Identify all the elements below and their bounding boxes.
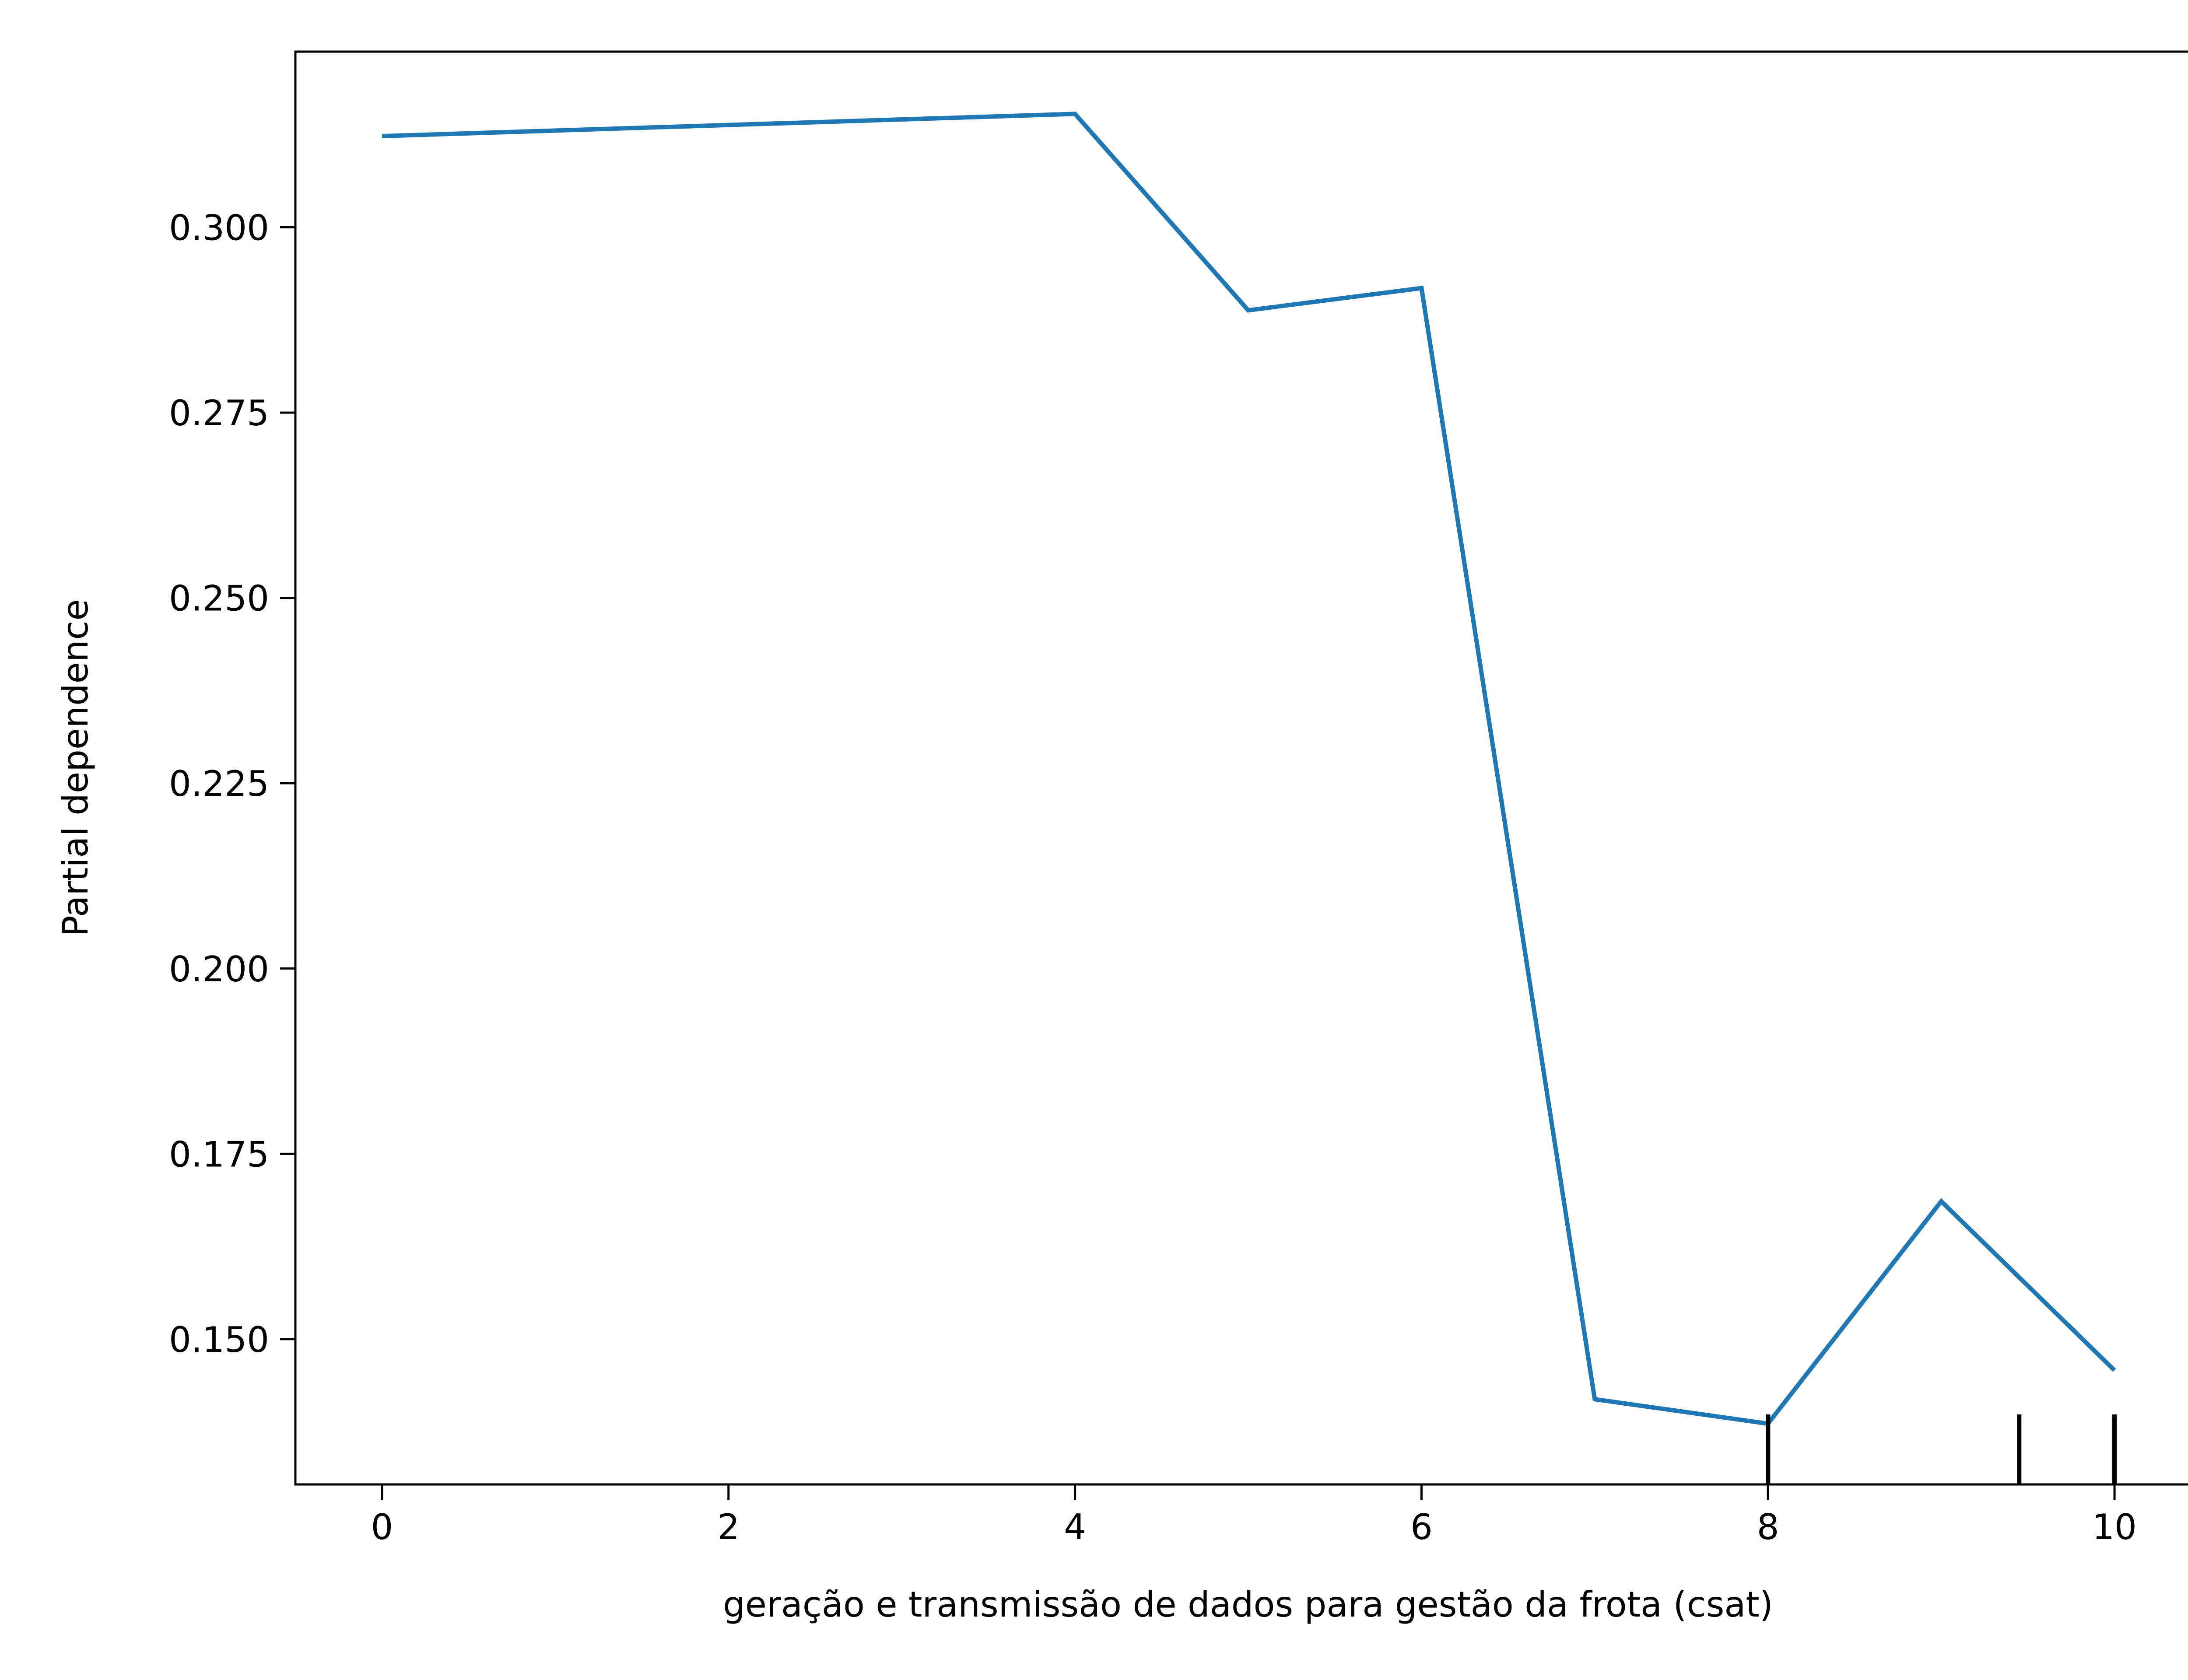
y-axis: 0.150 0.175 0.200 0.225 0.250 0.275 0.300 bbox=[169, 208, 295, 1360]
x-tick-label: 2 bbox=[717, 1507, 740, 1547]
plot-area bbox=[295, 52, 2188, 1484]
x-tick-label: 4 bbox=[1064, 1507, 1086, 1547]
y-tick-label: 0.300 bbox=[169, 208, 269, 248]
series-line bbox=[382, 112, 2116, 1426]
y-tick-label: 0.250 bbox=[169, 578, 269, 619]
y-tick-label: 0.150 bbox=[169, 1320, 269, 1360]
x-axis-label: geração e transmissão de dados para gest… bbox=[723, 1584, 1773, 1625]
y-axis-label: Partial dependence bbox=[55, 599, 96, 936]
x-tick-label: 0 bbox=[371, 1507, 393, 1547]
x-axis: 0 2 4 6 8 10 bbox=[371, 1484, 2137, 1547]
y-tick-label: 0.200 bbox=[169, 949, 269, 990]
decile-rug bbox=[1766, 1414, 2117, 1484]
x-tick-label: 10 bbox=[2092, 1507, 2137, 1547]
plot-frame bbox=[294, 50, 2188, 1486]
y-tick-label: 0.175 bbox=[169, 1134, 269, 1175]
series-layer bbox=[382, 112, 2116, 1426]
y-tick-label: 0.225 bbox=[169, 763, 269, 804]
x-tick-label: 8 bbox=[1757, 1507, 1779, 1547]
y-tick-label: 0.275 bbox=[169, 393, 269, 434]
x-tick-label: 6 bbox=[1410, 1507, 1433, 1547]
